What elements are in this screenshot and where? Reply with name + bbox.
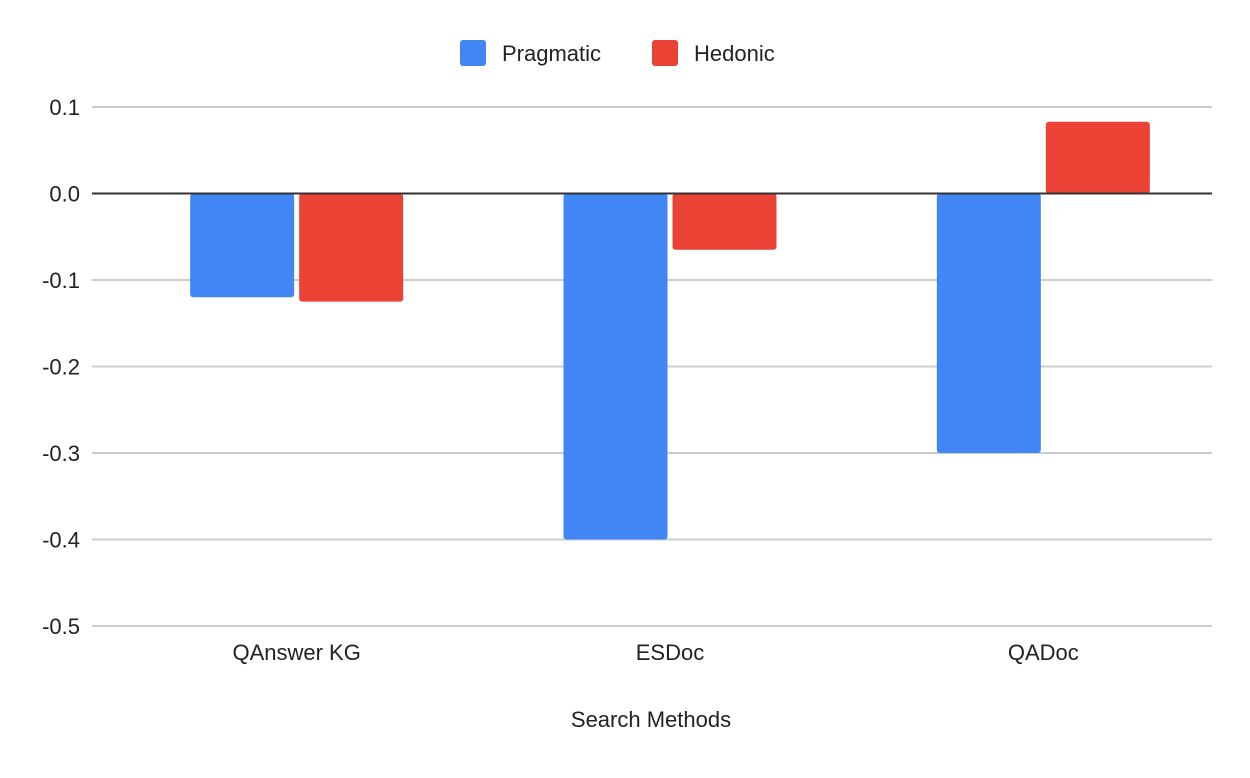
x-tick-label: QADoc — [1008, 640, 1079, 665]
x-tick-label: ESDoc — [636, 640, 704, 665]
legend-swatch-hedonic — [652, 40, 678, 66]
bar-pragmatic-qadoc — [936, 193, 1041, 453]
y-tick-label: 0.1 — [49, 95, 80, 120]
y-tick-label: 0.0 — [49, 182, 80, 207]
bars — [190, 121, 1150, 540]
bar-hedonic-qadoc — [1045, 121, 1150, 194]
legend-label-hedonic: Hedonic — [694, 41, 775, 66]
x-axis-title: Search Methods — [571, 707, 731, 732]
y-axis-ticks: 0.1 0.0 -0.1 -0.2 -0.3 -0.4 -0.5 — [42, 95, 80, 639]
y-tick-label: -0.5 — [42, 614, 80, 639]
y-tick-label: -0.4 — [42, 528, 80, 553]
x-axis-ticks: QAnswer KG ESDoc QADoc — [232, 640, 1078, 665]
legend[interactable]: Pragmatic Hedonic — [460, 40, 775, 66]
legend-swatch-pragmatic — [460, 40, 486, 66]
y-tick-label: -0.2 — [42, 355, 80, 380]
bar-pragmatic-esdoc — [563, 193, 668, 540]
bar-hedonic-esdoc — [672, 193, 777, 250]
bar-pragmatic-qanswer-kg — [190, 193, 295, 298]
bar-hedonic-qanswer-kg — [299, 193, 404, 302]
y-tick-label: -0.1 — [42, 268, 80, 293]
x-tick-label: QAnswer KG — [232, 640, 360, 665]
y-tick-label: -0.3 — [42, 441, 80, 466]
legend-label-pragmatic: Pragmatic — [502, 41, 601, 66]
